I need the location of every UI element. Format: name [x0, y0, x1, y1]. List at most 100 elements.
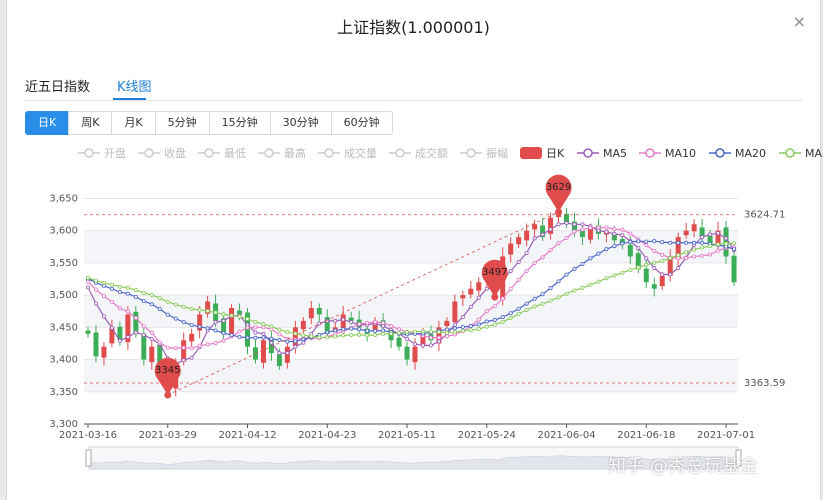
ma30-point [492, 322, 497, 327]
legend-item[interactable]: MA30 [779, 147, 823, 160]
close-icon[interactable]: × [792, 12, 806, 31]
legend-label: 收盘 [164, 146, 186, 160]
ma5-point [101, 314, 106, 319]
max-marker: 3629 [545, 174, 572, 216]
candle-body [133, 311, 139, 334]
ma5-point [117, 338, 122, 343]
ma5-point [221, 318, 226, 323]
zoom-handle-left[interactable] [85, 449, 92, 467]
candle-body [221, 318, 227, 334]
ma20-point [101, 283, 106, 288]
ma20-point [564, 272, 569, 277]
candle-body [699, 227, 705, 238]
ma5-point [676, 266, 681, 271]
ma20-point [732, 247, 737, 252]
ma20-point [644, 239, 649, 244]
ma10-point [109, 299, 114, 304]
mid-marker-label: 3497 [482, 267, 507, 278]
ma20-point [548, 286, 553, 291]
tab-k-line[interactable]: K线图 [117, 80, 152, 95]
ma20-point [381, 328, 386, 333]
period-15min[interactable]: 15分钟 [208, 111, 271, 135]
candle-body [157, 344, 163, 366]
ma30-point [133, 288, 138, 293]
ma30-point [468, 328, 473, 333]
legend-swatch-dot [583, 148, 593, 158]
ma10-point [604, 225, 609, 230]
ma10-point [612, 227, 617, 232]
ma10-point [660, 252, 665, 257]
ma20-point [149, 302, 154, 307]
ma30-point [85, 275, 90, 280]
ma5-point [564, 221, 569, 226]
ma30-point [93, 278, 98, 283]
min-marker-label: 3345 [155, 365, 180, 376]
ma30-point [245, 316, 250, 321]
legend-label: 最高 [284, 146, 306, 160]
ma5-point [269, 340, 274, 345]
candle-body [731, 255, 737, 283]
ma5-point [508, 269, 513, 274]
ma5-point [277, 351, 282, 356]
ma30-line [87, 242, 735, 339]
ma10-point [181, 345, 186, 350]
ma10-point [277, 332, 282, 337]
legend-item[interactable]: 收盘 [138, 146, 186, 160]
ma5-point [189, 355, 194, 360]
active-tab-indicator [113, 98, 146, 100]
ma30-point [684, 250, 689, 255]
candle-body [85, 330, 91, 334]
period-60min[interactable]: 60分钟 [330, 111, 393, 135]
candle-body [715, 230, 721, 245]
ma5-point [381, 324, 386, 329]
legend-swatch-dot [204, 148, 214, 158]
legend-item[interactable]: 成交额 [389, 146, 448, 160]
legend-item[interactable]: MA5 [577, 147, 627, 160]
ma20-point [277, 338, 282, 343]
y-tick-label: 3,600 [49, 226, 78, 237]
ma5-point [452, 322, 457, 327]
period-30min[interactable]: 30分钟 [269, 111, 332, 135]
ma10-point [189, 346, 194, 351]
legend-item[interactable]: 成交量 [318, 146, 377, 160]
ma30-point [420, 329, 425, 334]
legend-item[interactable]: 振幅 [460, 146, 508, 160]
zoom-handle-right[interactable] [735, 449, 742, 467]
ma30-point [309, 334, 314, 339]
ma10-point [476, 317, 481, 322]
period-5min[interactable]: 5分钟 [154, 111, 210, 135]
ma30-point [548, 298, 553, 303]
ma5-point [620, 233, 625, 238]
legend-label: MA30 [805, 147, 823, 160]
period-day[interactable]: 日K [25, 111, 70, 135]
ma30-point [237, 314, 242, 319]
legend-item[interactable]: 最低 [198, 147, 246, 160]
ma20-point [700, 240, 705, 245]
ma20-point [133, 294, 138, 299]
ma20-point [636, 239, 641, 244]
ma10-point [628, 231, 633, 236]
candle-body [524, 230, 530, 241]
candle-body [619, 239, 625, 244]
period-month[interactable]: 月K [111, 111, 156, 135]
ma5-point [341, 317, 346, 322]
legend-item[interactable]: MA20 [709, 147, 766, 160]
tab-five-day-index[interactable]: 近五日指数 [25, 80, 91, 95]
ma30-point [540, 301, 545, 306]
candle-body [149, 346, 155, 363]
legend-item[interactable]: 开盘 [78, 146, 126, 160]
y-tick-label: 3,350 [49, 387, 78, 398]
ma10-point [596, 225, 601, 230]
ma30-point [460, 328, 465, 333]
ma30-point [564, 291, 569, 296]
legend-item[interactable]: 最高 [258, 146, 306, 160]
ma20-point [285, 339, 290, 344]
period-week[interactable]: 周K [68, 111, 113, 135]
ma10-point [365, 320, 370, 325]
ma10-point [692, 254, 697, 259]
ma20-point [109, 286, 114, 291]
legend-item[interactable]: 日K [520, 147, 565, 160]
legend-item[interactable]: MA10 [639, 147, 696, 160]
ma30-point [333, 334, 338, 339]
max-marker-dot [555, 208, 563, 216]
